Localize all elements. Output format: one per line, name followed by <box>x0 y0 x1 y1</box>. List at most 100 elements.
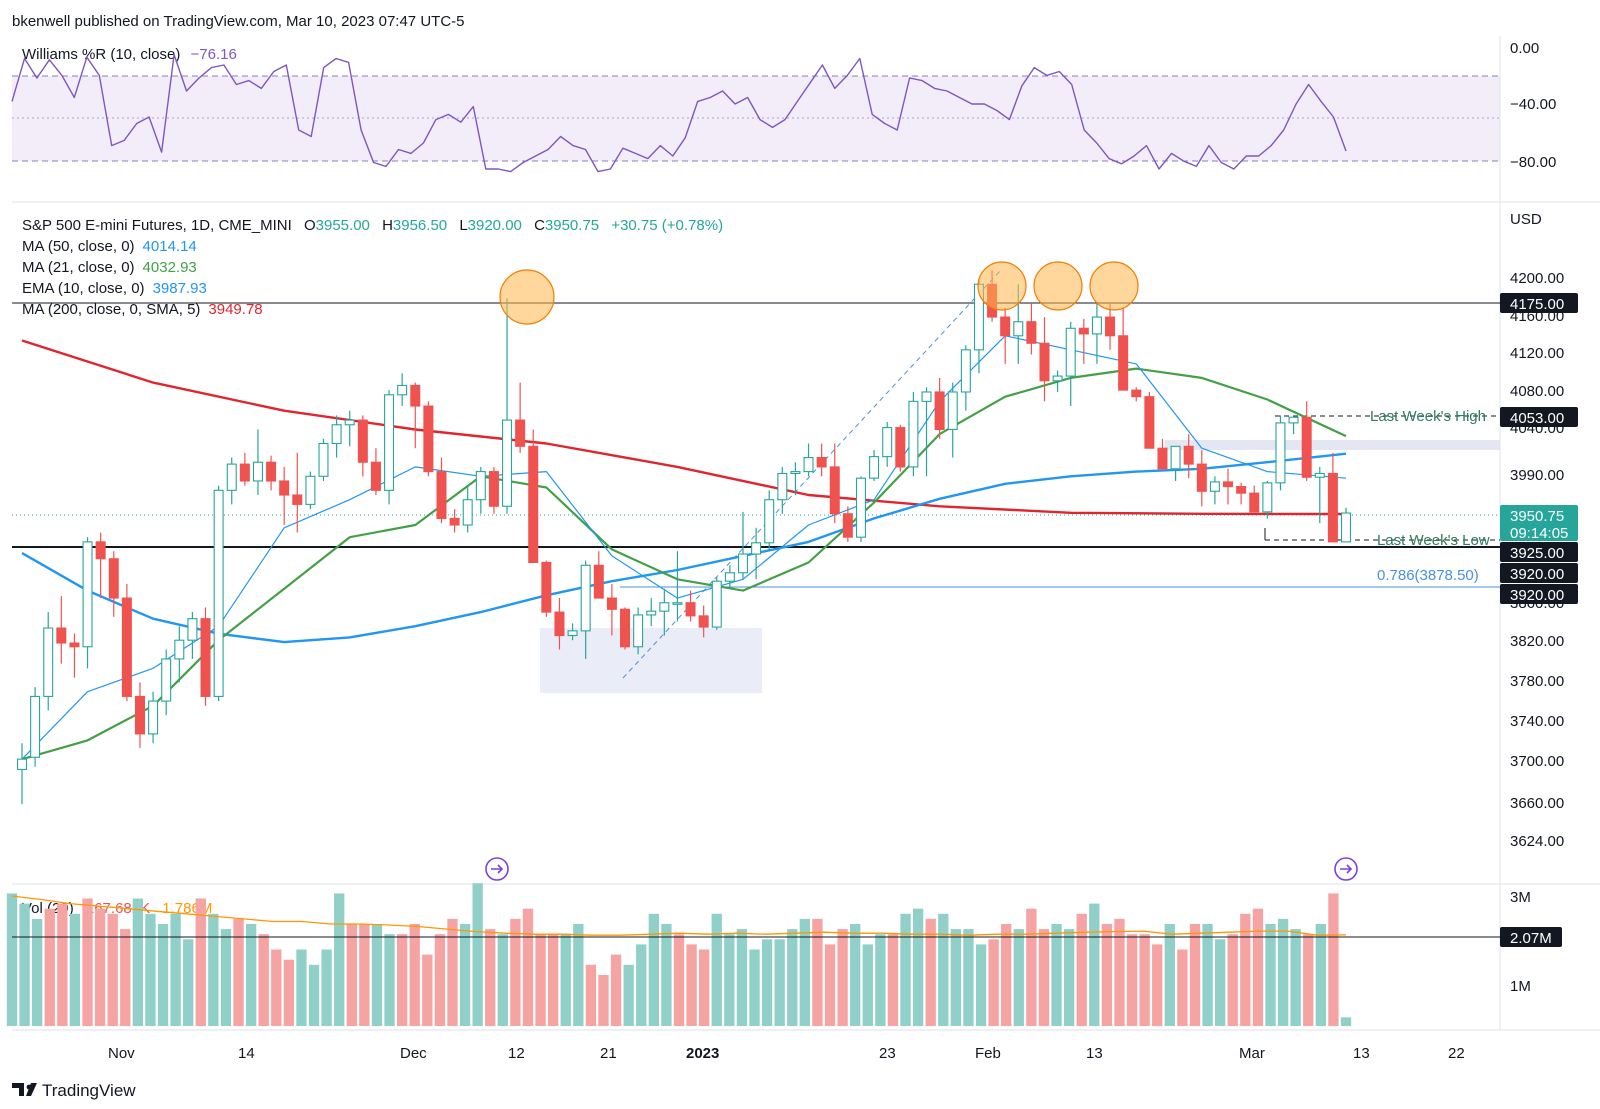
candle-down <box>829 466 840 515</box>
tradingview-logo: TradingView <box>12 1081 136 1100</box>
volume-bar-down <box>82 898 93 1026</box>
volume-bar-up <box>321 949 332 1026</box>
x-tick: Feb <box>975 1045 1001 1062</box>
low-value: 3920.00 <box>468 217 522 234</box>
candle-down <box>1118 335 1129 391</box>
volume-bar-up <box>560 934 571 1026</box>
wr-tick-40: −40.00 <box>1510 96 1556 113</box>
last-price-badge: 3950.75 09:14:05 <box>1500 505 1578 542</box>
williams-r-line <box>11 53 1347 173</box>
candle-down <box>685 602 696 617</box>
candle-down <box>554 611 565 637</box>
volume-bar-up <box>145 913 156 1026</box>
candle-down <box>449 517 460 526</box>
candle-up <box>711 580 722 628</box>
event-icon[interactable] <box>1334 857 1358 881</box>
price-tick: 3820.00 <box>1510 633 1564 650</box>
svg-text:3920.00: 3920.00 <box>1510 587 1564 604</box>
volume-tick-3m: 3M <box>1510 889 1531 906</box>
fib-label: 0.786(3878.50) <box>1377 567 1479 584</box>
candle-down <box>1223 481 1234 488</box>
symbol-legend: S&P 500 E-mini Futures, 1D, CME_MINI O39… <box>22 217 723 234</box>
volume-bar-down <box>1001 924 1012 1026</box>
volume-bar-up <box>623 964 634 1026</box>
indicator-ma50-legend: MA (50, close, 0) 4014.14 <box>22 238 197 255</box>
volume-bar-down <box>988 939 999 1026</box>
williams-band <box>12 76 1500 161</box>
candle-down <box>121 597 132 697</box>
x-tick: Mar <box>1239 1045 1265 1062</box>
volume-bar-up <box>1164 924 1175 1026</box>
candle-down <box>410 384 421 407</box>
candle-down <box>1131 389 1142 398</box>
volume-bar-up <box>1202 924 1213 1026</box>
candle-down <box>1039 342 1050 382</box>
volume-bar-up <box>371 924 383 1026</box>
svg-text:3920.00: 3920.00 <box>1510 566 1564 583</box>
candle-down <box>1026 321 1037 344</box>
candle-down <box>515 419 526 447</box>
volume-bar-up <box>749 949 760 1026</box>
candle-down <box>620 608 631 648</box>
volume-bar-down <box>1101 924 1113 1026</box>
candle-up <box>213 489 224 697</box>
volume-bar-up <box>975 944 987 1026</box>
price-tick: 3624.00 <box>1510 833 1564 850</box>
candle-up <box>764 499 775 544</box>
candle-down <box>108 558 119 599</box>
volume-bar-up <box>183 939 194 1026</box>
candle-up <box>331 424 342 445</box>
volume-bar-up <box>308 964 320 1026</box>
volume-bar-up <box>157 924 169 1026</box>
volume-bar-down <box>547 934 559 1026</box>
indicator-ma200-legend: MA (200, close, 0, SMA, 5) 3949.78 <box>22 301 263 318</box>
x-tick: 22 <box>1448 1045 1465 1062</box>
candle-down <box>1144 396 1155 449</box>
volume-bar-down <box>1303 934 1314 1026</box>
volume-bar-down <box>598 975 609 1026</box>
candle-down <box>842 513 853 538</box>
candle-up <box>305 475 316 505</box>
volume-bar-up <box>1277 918 1289 1026</box>
candle-down <box>1183 445 1194 465</box>
high-value: 3956.50 <box>393 217 447 234</box>
volume-bar-up <box>334 893 345 1026</box>
candle-up <box>1091 316 1102 335</box>
volume-bar-down <box>1114 918 1125 1026</box>
volume-bar-down <box>359 924 370 1026</box>
volume-bar-down <box>396 934 408 1026</box>
volume-bar-down <box>1177 949 1188 1026</box>
event-icon[interactable] <box>485 857 509 881</box>
indicator-ema10-legend: EMA (10, close, 0) 3987.93 <box>22 280 207 297</box>
volume-bar-down <box>44 908 55 1026</box>
volume-bar-down <box>535 934 546 1026</box>
publisher-line: bkenwell published on TradingView.com, M… <box>12 13 464 30</box>
volume-bar-up <box>938 913 949 1026</box>
tradingview-logo-icon <box>12 1083 37 1096</box>
volume-bar-up <box>132 898 144 1026</box>
candle-up <box>908 400 919 468</box>
candle-down <box>895 427 906 468</box>
volume-bar-down <box>258 934 269 1026</box>
peak-marker <box>1033 261 1083 311</box>
volume-bar-down <box>485 929 496 1026</box>
candle-down <box>488 471 499 507</box>
volume-bar-down <box>925 918 936 1026</box>
volume-bar-down <box>699 949 710 1026</box>
x-tick: 13 <box>1353 1045 1370 1062</box>
volume-bar-up <box>208 913 219 1026</box>
x-tick: 2023 <box>686 1045 719 1062</box>
candle-down <box>1236 486 1247 494</box>
price-badge-4175: 4175.00 <box>1500 293 1578 313</box>
volume-bar-up <box>497 934 508 1026</box>
candle-down <box>1301 416 1312 478</box>
x-tick: Nov <box>108 1045 135 1062</box>
volume-bar-down <box>1328 893 1339 1026</box>
candle-up <box>803 457 814 473</box>
svg-text:3950.75: 3950.75 <box>1510 508 1564 525</box>
resistance-zone-box <box>1165 440 1500 450</box>
candle-up <box>43 627 54 697</box>
candle-up <box>882 427 893 458</box>
candle-up <box>751 542 762 555</box>
